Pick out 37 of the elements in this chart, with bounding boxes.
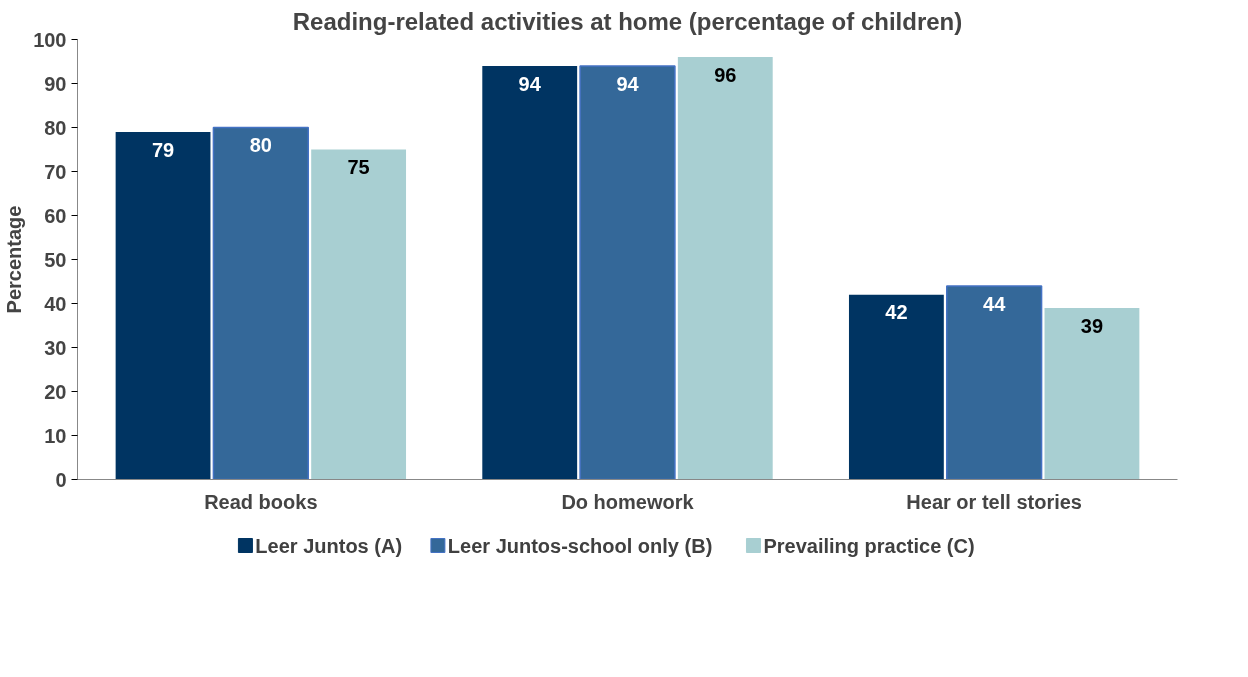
y-tick-label: 60 <box>44 204 67 227</box>
y-tick-label: 100 <box>33 28 67 51</box>
bar <box>1044 307 1140 480</box>
legend-label: Leer Juntos (A) <box>255 534 403 557</box>
y-tick-label: 80 <box>44 116 67 139</box>
x-tick-label: Do homework <box>561 490 695 513</box>
data-label: 94 <box>616 72 640 95</box>
y-tick-label: 70 <box>44 160 67 183</box>
y-tick-label: 90 <box>44 72 67 95</box>
data-label: 79 <box>151 138 175 161</box>
y-tick-label: 20 <box>44 380 67 403</box>
y-axis-title: Percentage <box>3 205 26 314</box>
bar <box>115 131 211 480</box>
chart-title: Reading-related activities at home (percentage of children) <box>292 7 963 35</box>
bar <box>579 65 676 480</box>
bar <box>482 65 578 480</box>
y-tick-label: 40 <box>44 292 67 315</box>
y-tick-label: 30 <box>44 336 67 359</box>
data-label: 94 <box>518 72 542 95</box>
data-label: 39 <box>1080 314 1104 337</box>
bar <box>945 285 1043 480</box>
bar <box>848 294 944 480</box>
data-label: 80 <box>249 134 272 157</box>
x-tick-label: Read books <box>204 490 318 513</box>
y-tick-label: 50 <box>44 248 67 271</box>
legend-label: Leer Juntos-school only (B) <box>447 534 713 557</box>
data-label: 44 <box>983 292 1007 315</box>
bar <box>212 126 310 480</box>
bar <box>677 57 773 480</box>
bar <box>311 149 407 480</box>
data-label: 42 <box>885 301 908 324</box>
y-tick-label: 10 <box>44 424 67 447</box>
x-tick-label: Hear or tell stories <box>906 490 1082 513</box>
legend-label: Prevailing practice (C) <box>763 534 975 557</box>
data-label: 75 <box>347 156 370 179</box>
data-label: 96 <box>714 63 737 86</box>
y-tick-label: 0 <box>55 468 67 491</box>
